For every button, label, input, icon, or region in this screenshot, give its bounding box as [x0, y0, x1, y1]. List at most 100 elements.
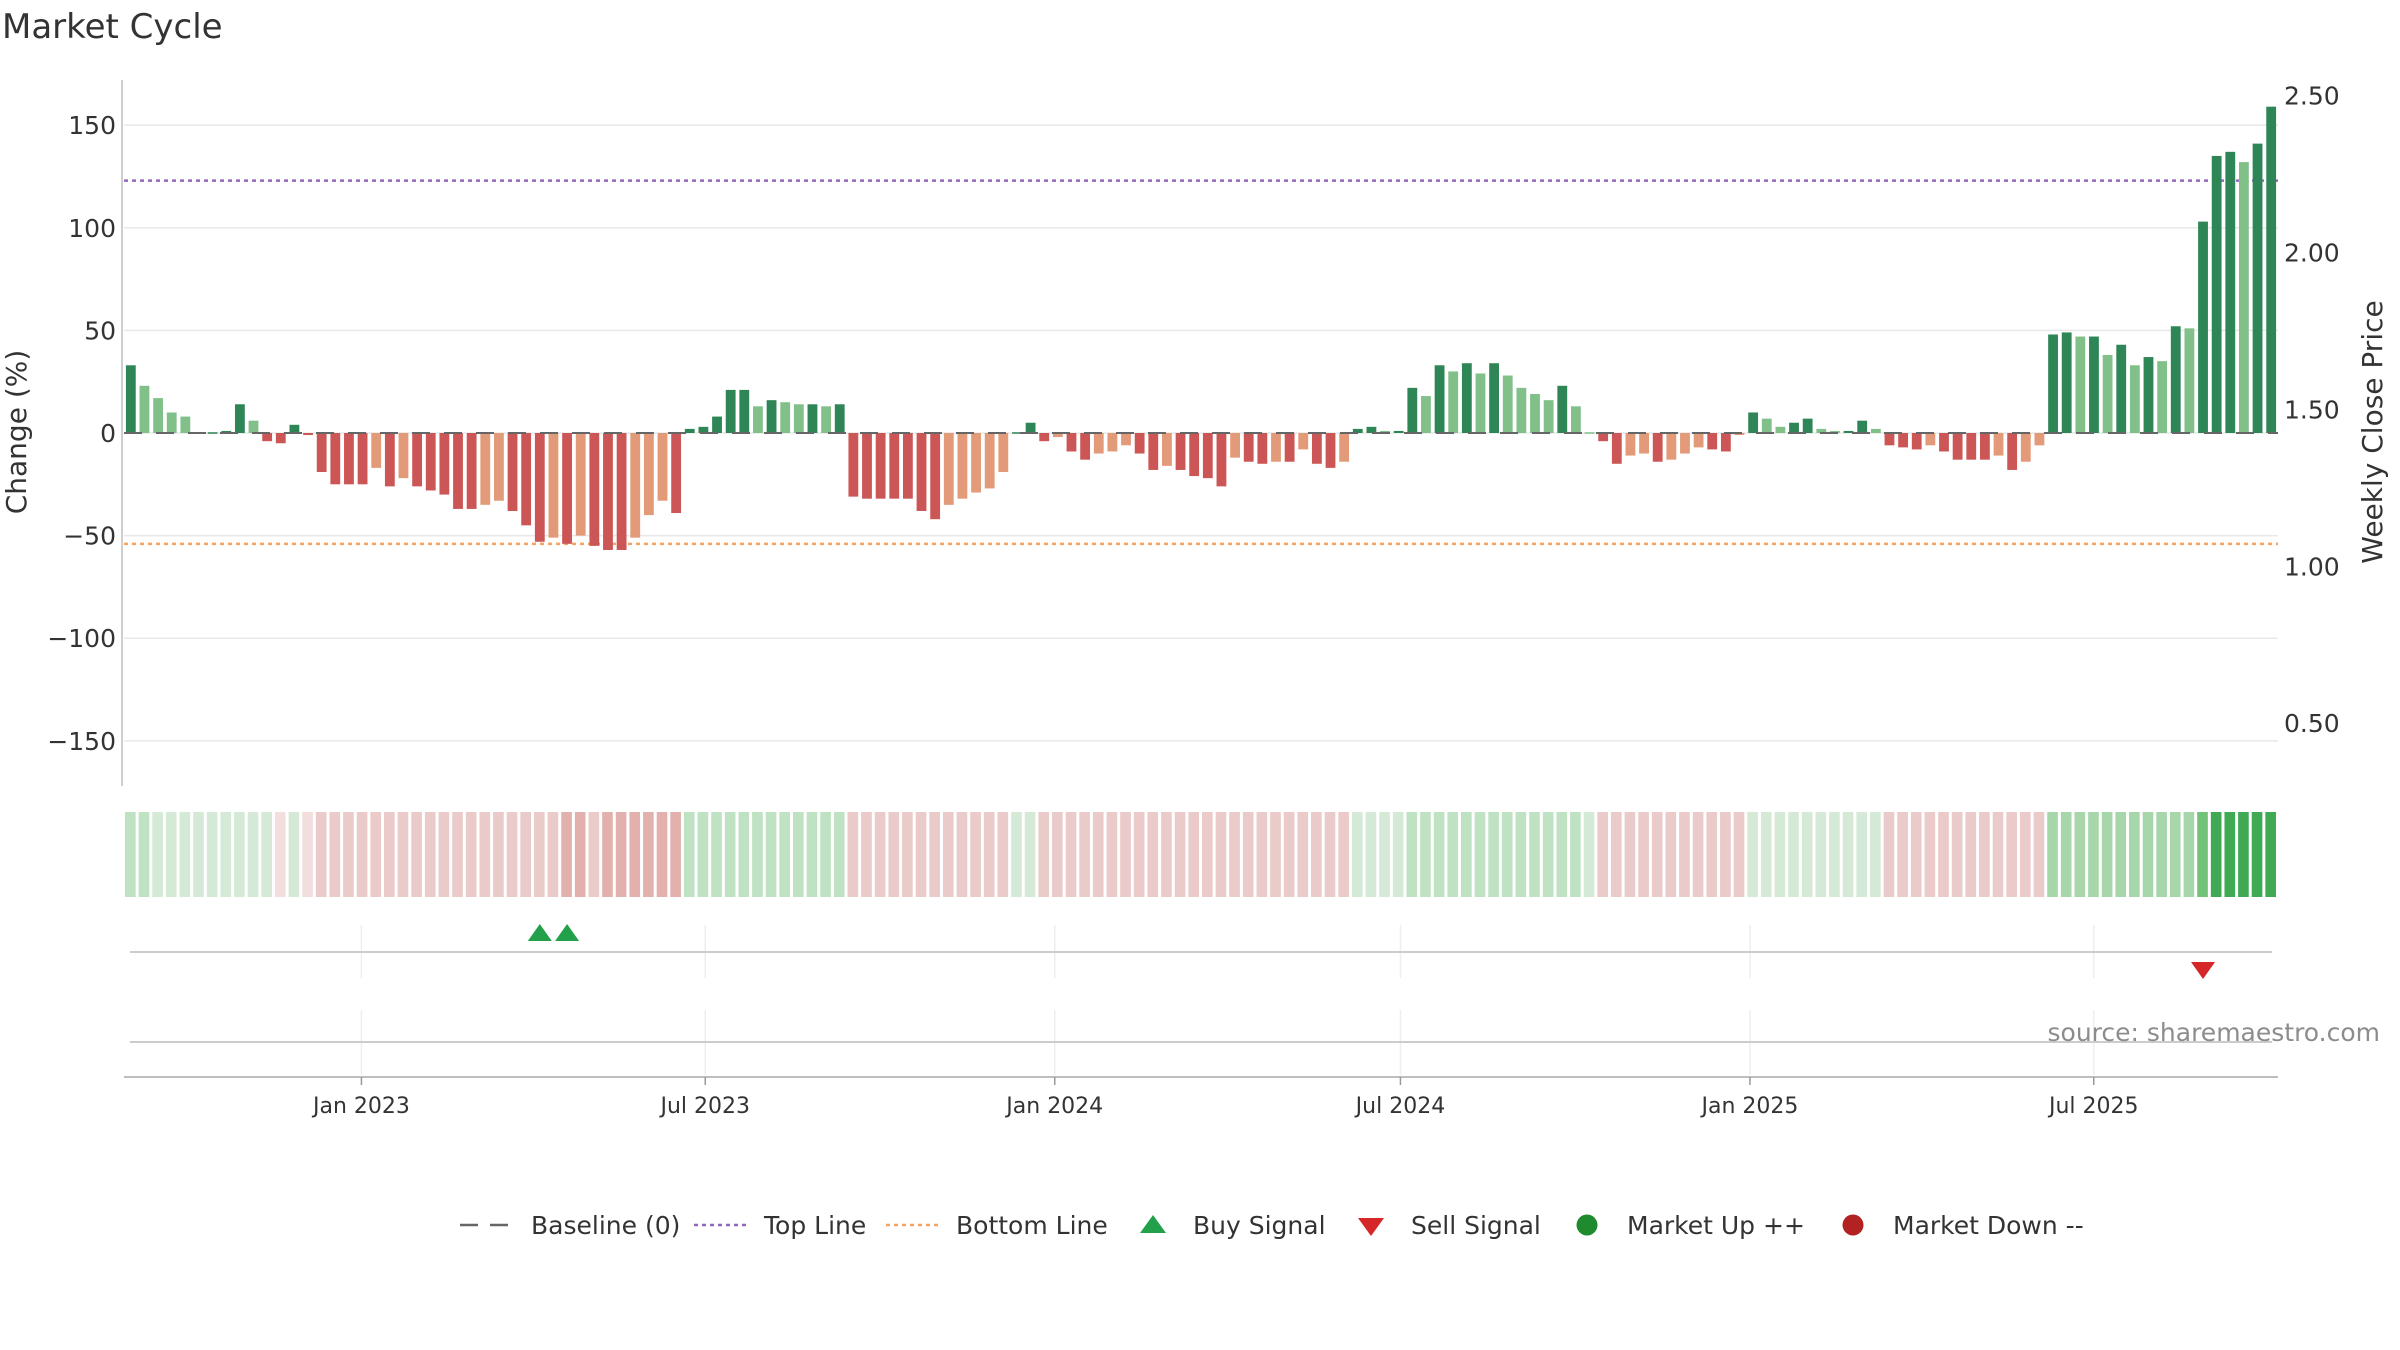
change-bar — [2089, 336, 2099, 433]
phase-cell — [806, 812, 818, 897]
phase-cell — [2156, 812, 2167, 897]
phase-cell — [1242, 812, 1254, 897]
change-bar — [1939, 433, 1949, 452]
phase-cell — [1815, 812, 1827, 897]
change-bar — [453, 433, 463, 509]
x-tick-label: Jan 2023 — [311, 1094, 410, 1119]
change-bar — [998, 433, 1009, 472]
change-bar — [2116, 344, 2127, 433]
phase-cell — [1188, 812, 1199, 897]
change-bar — [1898, 433, 1909, 448]
change-bar — [1434, 365, 1445, 433]
phase-cell — [1897, 812, 1908, 897]
change-bar — [1216, 433, 1227, 487]
legend-item: Market Up ++ — [1576, 1211, 1805, 1240]
change-bar — [889, 433, 900, 499]
change-bar — [875, 433, 886, 499]
change-bar — [1775, 426, 1786, 433]
phase-cell — [793, 812, 804, 897]
x-tick-label: Jan 2024 — [1004, 1094, 1103, 1119]
phase-cell — [1801, 812, 1813, 897]
x-tick-label: Jul 2024 — [1354, 1094, 1446, 1119]
phase-cell — [1011, 812, 1022, 897]
phase-cell — [370, 812, 382, 897]
phase-cell — [2197, 812, 2208, 897]
change-bar — [589, 433, 600, 546]
phase-cell — [1174, 812, 1186, 897]
y-tick-label: −150 — [47, 727, 116, 756]
phase-cell — [902, 812, 913, 897]
change-bar — [248, 420, 259, 433]
change-bar — [2252, 143, 2263, 434]
y2-axis-label: Weekly Close Price — [2356, 300, 2389, 563]
change-bar — [943, 433, 954, 505]
change-bar — [275, 433, 286, 444]
change-bar — [862, 433, 872, 499]
change-bar — [1066, 433, 1077, 452]
x-tick-label: Jan 2025 — [1699, 1094, 1798, 1119]
phase-cell — [1270, 812, 1281, 897]
change-bar — [2198, 221, 2208, 433]
phase-cell — [220, 812, 232, 897]
phase-cell — [1747, 812, 1758, 897]
change-bar — [262, 433, 273, 442]
change-bars — [125, 106, 2277, 550]
phase-cell — [1106, 812, 1118, 897]
change-bar — [1857, 420, 1868, 433]
market-phase-strip — [125, 812, 2276, 897]
phase-cell — [1392, 812, 1404, 897]
phase-cell — [2183, 812, 2195, 897]
change-bar — [1421, 396, 1431, 433]
phase-cell — [452, 812, 463, 897]
change-bar — [780, 402, 791, 433]
phase-cell — [1420, 812, 1431, 897]
change-bar — [1639, 433, 1649, 454]
phase-cell — [1133, 812, 1145, 897]
change-bar — [739, 389, 750, 433]
y-axis-label: Change (%) — [0, 350, 33, 515]
phase-cell — [206, 812, 218, 897]
phase-cell — [574, 812, 586, 897]
chart-title: Market Cycle — [2, 7, 223, 47]
phase-cell — [520, 812, 531, 897]
change-bar — [1789, 422, 1799, 433]
change-bar — [916, 433, 927, 511]
change-bar — [1625, 433, 1636, 456]
change-bar — [1352, 428, 1363, 433]
change-bar — [303, 433, 313, 436]
change-bar — [1952, 433, 1963, 460]
legend-swatch-triangle-up — [1140, 1215, 1166, 1233]
phase-cell — [138, 812, 150, 897]
change-bar — [698, 426, 709, 433]
phase-cell — [2251, 812, 2263, 897]
buy-signal-marker — [555, 924, 580, 941]
phase-cell — [2265, 812, 2276, 897]
change-bar — [1189, 433, 1200, 477]
phase-cell — [752, 812, 763, 897]
change-bar — [971, 433, 981, 493]
phase-cell — [1774, 812, 1786, 897]
phase-cell — [956, 812, 968, 897]
change-bar — [425, 433, 436, 491]
change-bar — [412, 433, 423, 487]
phase-cell — [1461, 812, 1472, 897]
phase-cell — [1079, 812, 1090, 897]
change-bar — [2007, 433, 2018, 470]
change-bar — [1720, 433, 1731, 452]
phase-cell — [1529, 812, 1540, 897]
phase-cell — [2033, 812, 2045, 897]
phase-cell — [670, 812, 681, 897]
change-bar — [1230, 433, 1240, 458]
signal-markers — [527, 924, 2216, 979]
phase-cell — [1665, 812, 1677, 897]
change-bar — [562, 433, 572, 544]
phase-cell — [724, 812, 736, 897]
change-bar — [984, 433, 995, 489]
change-bar — [2143, 357, 2154, 433]
legend-item: Top Line — [694, 1211, 866, 1240]
phase-cell — [1910, 812, 1922, 897]
change-bar — [1134, 433, 1145, 454]
phase-cell — [1283, 812, 1295, 897]
phase-cell — [1065, 812, 1077, 897]
phase-cell — [697, 812, 709, 897]
